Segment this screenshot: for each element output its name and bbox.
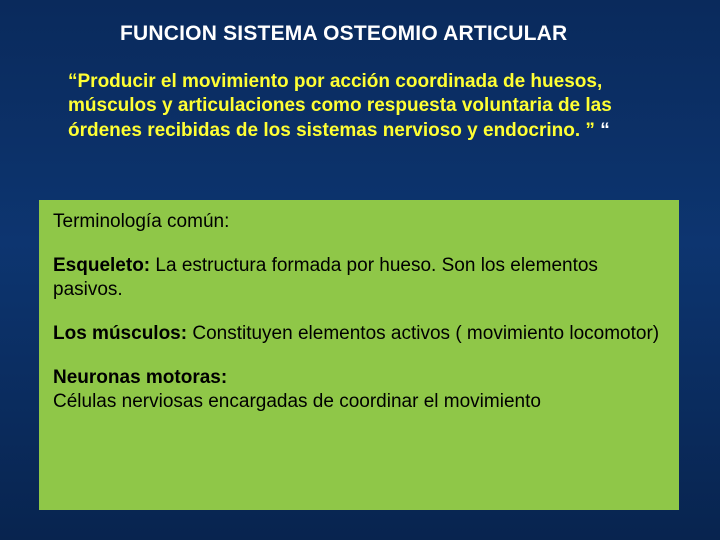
def-musculos: Constituyen elementos activos ( movimien… — [187, 323, 659, 344]
trailing-quote-mark: “ — [600, 120, 610, 141]
terminology-text: Terminología común: Esqueleto: La estruc… — [53, 210, 665, 414]
term-musculos: Los músculos: — [53, 323, 187, 344]
terminology-box: Terminología común: Esqueleto: La estruc… — [39, 200, 679, 510]
def-neuronas: Células nerviosas encargadas de coordina… — [53, 391, 541, 412]
quote-text: “Producir el movimiento por acción coord… — [68, 71, 612, 141]
title-text: FUNCION SISTEMA OSTEOMIO ARTICULAR — [120, 22, 567, 45]
term-neuronas: Neuronas motoras: — [53, 367, 227, 388]
terminology-heading: Terminología común: — [53, 210, 665, 234]
terminology-entry-esqueleto: Esqueleto: La estructura formada por hue… — [53, 254, 665, 302]
quote-block: “Producir el movimiento por acción coord… — [0, 46, 720, 143]
slide-title: FUNCION SISTEMA OSTEOMIO ARTICULAR — [0, 0, 720, 46]
slide: FUNCION SISTEMA OSTEOMIO ARTICULAR “Prod… — [0, 0, 720, 540]
terminology-entry-neuronas: Neuronas motoras: Células nerviosas enca… — [53, 366, 665, 414]
terminology-entry-musculos: Los músculos: Constituyen elementos acti… — [53, 322, 665, 346]
term-esqueleto: Esqueleto: — [53, 255, 150, 276]
